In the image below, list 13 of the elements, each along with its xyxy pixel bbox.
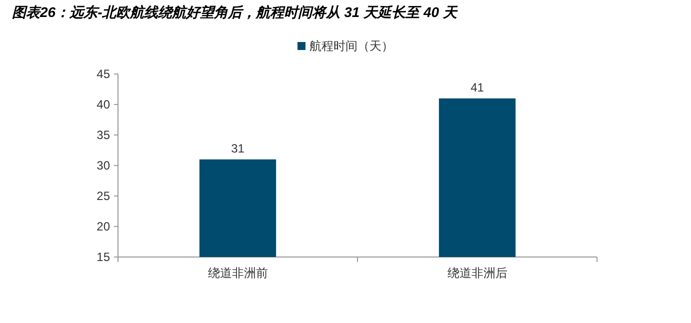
y-tick-label: 45 — [96, 67, 110, 81]
x-tick-label: 绕道非洲前 — [208, 266, 268, 280]
data-label: 31 — [231, 141, 245, 156]
x-tick-label: 绕道非洲后 — [447, 266, 508, 280]
chart-title: 图表26：远东-北欧航线绕航好望角后，航程时间将从 31 天延长至 40 天 — [12, 4, 458, 20]
y-tick-label: 20 — [96, 220, 110, 234]
y-tick-label: 30 — [96, 158, 110, 172]
y-tick-label: 35 — [96, 128, 110, 142]
y-tick-label: 40 — [96, 98, 110, 112]
legend-label: 航程时间（天） — [310, 39, 394, 53]
y-tick-label: 15 — [96, 250, 110, 264]
y-tick-label: 25 — [96, 189, 110, 203]
data-label: 41 — [470, 80, 484, 94]
